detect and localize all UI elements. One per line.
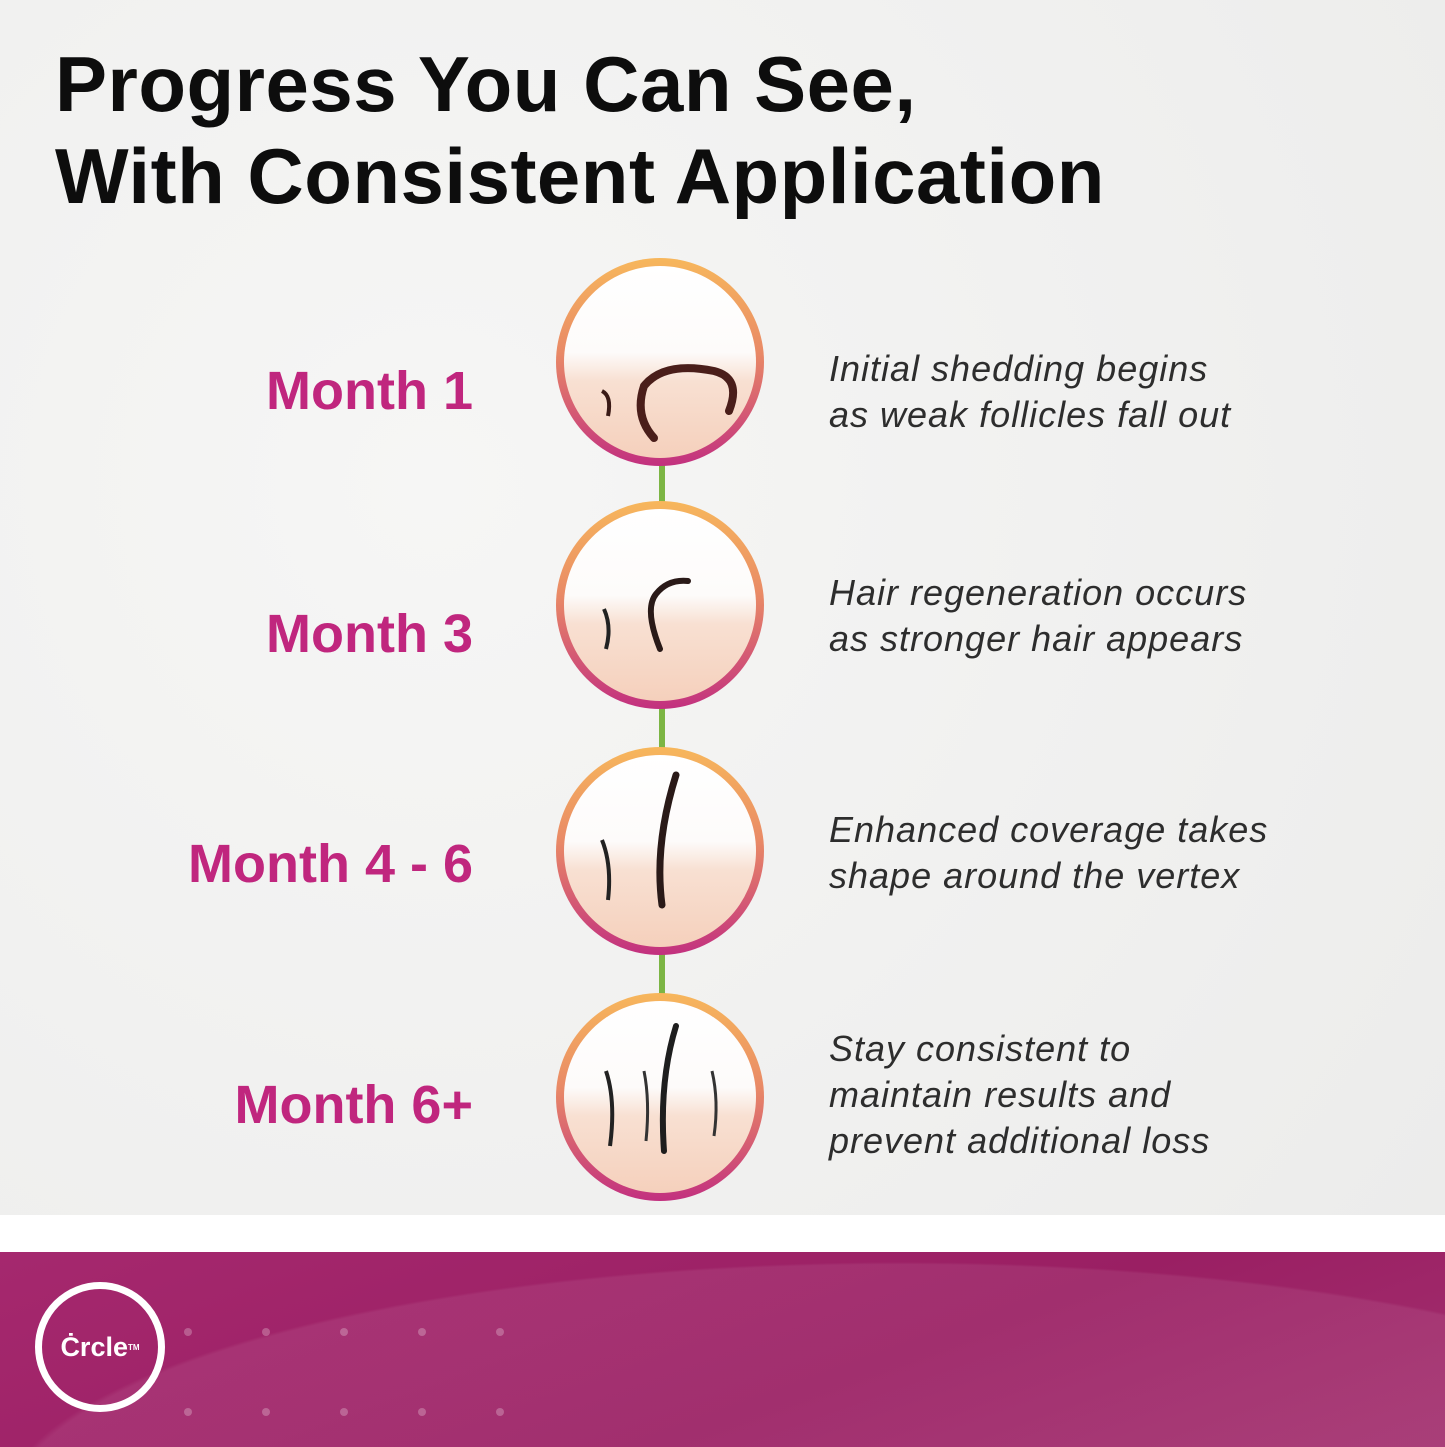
hair-illustration — [600, 771, 680, 909]
stage-description: Hair regeneration occurs as stronger hair… — [829, 572, 1248, 659]
decorative-dot — [496, 1408, 504, 1416]
timeline-connector — [659, 953, 665, 1001]
page-title: Progress You Can See, With Consistent Ap… — [55, 38, 1105, 222]
decorative-dot — [184, 1408, 192, 1416]
hair-stage-image-4 — [556, 993, 764, 1201]
month-label: Month 4 - 6 — [188, 834, 473, 894]
hair-illustration — [600, 364, 737, 442]
decorative-dot — [340, 1328, 348, 1336]
decorative-dot — [340, 1408, 348, 1416]
stage-description: Enhanced coverage takes shape around the … — [829, 809, 1269, 896]
stage-description: Stay consistent to maintain results and pr… — [829, 1028, 1211, 1161]
hair-illustration — [602, 577, 691, 652]
month-label: Month 3 — [266, 604, 473, 664]
hair-stage-image-2 — [556, 501, 764, 709]
decorative-dot — [262, 1328, 270, 1336]
timeline-connector — [659, 707, 665, 755]
footer-band — [0, 1252, 1445, 1447]
divider — [0, 1215, 1445, 1252]
month-label: Month 1 — [266, 361, 473, 421]
decorative-dot — [262, 1408, 270, 1416]
hair-illustration — [604, 1023, 718, 1154]
brand-logo: Ċrcle TM — [35, 1282, 165, 1412]
decorative-dot — [184, 1328, 192, 1336]
decorative-dot — [418, 1408, 426, 1416]
month-label: Month 6+ — [234, 1075, 474, 1135]
decorative-dot — [418, 1328, 426, 1336]
title-line-2: With Consistent Application — [55, 132, 1105, 220]
title-line-1: Progress You Can See, — [55, 40, 917, 128]
hair-stage-image-1 — [556, 258, 764, 466]
timeline-connector — [659, 462, 665, 510]
hair-stage-image-3 — [556, 747, 764, 955]
decorative-dot — [496, 1328, 504, 1336]
stage-description: Initial shedding begins as weak follicles… — [829, 348, 1232, 435]
